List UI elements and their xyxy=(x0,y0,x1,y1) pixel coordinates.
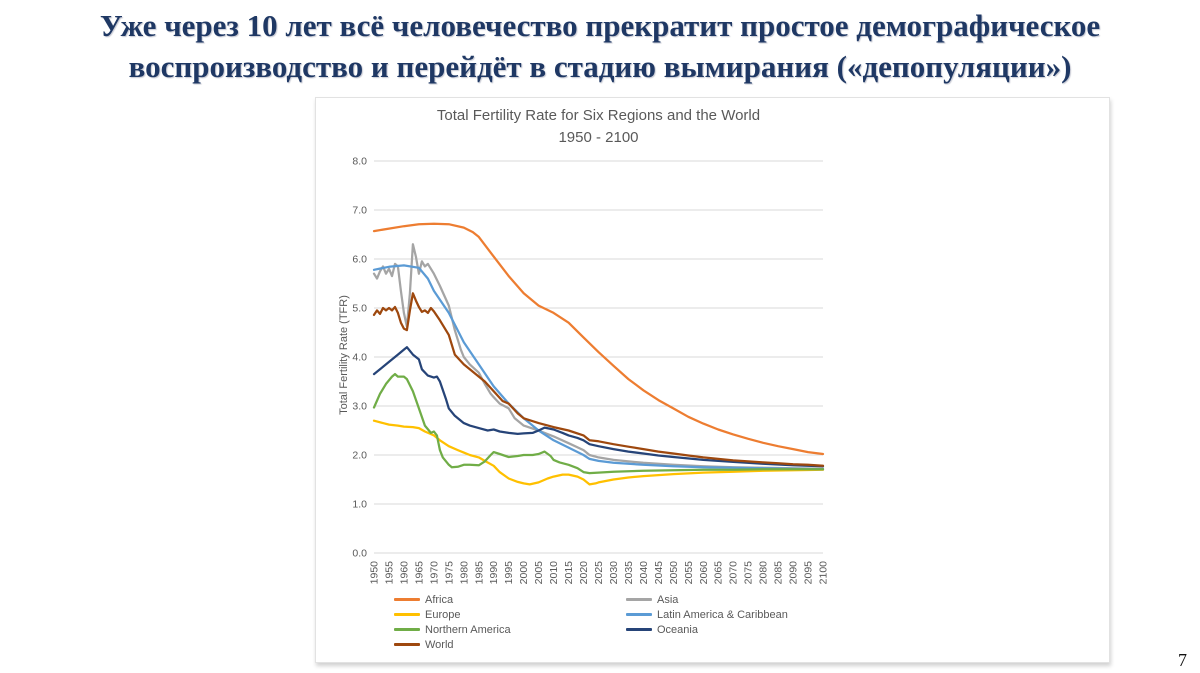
slide-title: Уже через 10 лет всё человечество прекра… xyxy=(0,5,1200,87)
y-axis-tick-label: 3.0 xyxy=(352,401,367,413)
x-axis-tick-label: 2020 xyxy=(578,561,590,585)
legend-item-latin-america-caribbean: Latin America & Caribbean xyxy=(626,607,788,622)
x-axis-tick-label: 2000 xyxy=(518,561,530,585)
fertility-chart: Total Fertility Rate for Six Regions and… xyxy=(315,97,1110,663)
x-axis-tick-label: 1960 xyxy=(398,561,410,585)
legend-label-asia: Asia xyxy=(657,593,679,606)
x-axis-tick-label: 2100 xyxy=(818,561,830,585)
x-axis-tick-label: 2080 xyxy=(758,561,770,585)
y-axis-tick-label: 4.0 xyxy=(352,352,367,364)
legend-item-africa: Africa xyxy=(394,592,626,607)
y-axis-tick-label: 7.0 xyxy=(352,205,367,217)
legend-label-world: World xyxy=(425,638,454,651)
x-axis-tick-label: 1995 xyxy=(503,561,515,585)
legend-swatch-latin-america-caribbean xyxy=(626,613,652,616)
legend-label-oceania: Oceania xyxy=(657,623,698,636)
x-axis-tick-label: 2095 xyxy=(803,561,815,585)
series-line-northern-america xyxy=(372,372,825,475)
y-axis-tick-label: 8.0 xyxy=(352,156,367,168)
series-line-oceania xyxy=(372,346,825,468)
slide-title-line-2: воспроизводство и перейдёт в стадию выми… xyxy=(128,49,1072,84)
series-line-world xyxy=(372,292,825,467)
legend-label-africa: Africa xyxy=(425,593,454,606)
legend-item-asia: Asia xyxy=(626,592,788,607)
legend-swatch-oceania xyxy=(626,628,652,631)
x-axis-tick-label: 1970 xyxy=(428,561,440,585)
chart-legend: Africa Asia Europe Latin America & Caribbea… xyxy=(394,592,788,652)
x-axis-tick-label: 2085 xyxy=(773,561,785,585)
y-axis-tick-label: 2.0 xyxy=(352,450,367,462)
chart-subtitle: 1950 - 2100 xyxy=(558,129,639,146)
slide-title-line-1: Уже через 10 лет всё человечество прекра… xyxy=(99,8,1101,43)
x-axis-tick-label: 1965 xyxy=(413,561,425,585)
x-axis-tick-label: 2055 xyxy=(683,561,695,585)
y-axis-tick-label: 6.0 xyxy=(352,254,367,266)
x-axis-tick-label: 2040 xyxy=(638,561,650,585)
x-axis-tick-label: 1990 xyxy=(488,561,500,585)
legend-item-europe: Europe xyxy=(394,607,626,622)
x-axis-tick-label: 2005 xyxy=(533,561,545,585)
legend-swatch-northern-america xyxy=(394,628,420,631)
legend-swatch-africa xyxy=(394,598,420,601)
legend-item-oceania: Oceania xyxy=(626,622,788,637)
x-axis-tick-label: 2070 xyxy=(728,561,740,585)
y-axis-tick-label: 5.0 xyxy=(352,303,367,315)
x-axis-tick-label: 1975 xyxy=(443,561,455,585)
page-number: 7 xyxy=(1178,650,1187,670)
y-axis-tick-label: 1.0 xyxy=(352,499,367,511)
legend-swatch-europe xyxy=(394,613,420,616)
x-axis-tick-label: 2035 xyxy=(623,561,635,585)
x-axis-tick-label: 2010 xyxy=(548,561,560,585)
series-line-africa xyxy=(372,222,825,456)
legend-item-world: World xyxy=(394,637,626,652)
legend-label-europe: Europe xyxy=(425,608,461,621)
x-axis-tick-label: 2030 xyxy=(608,561,620,585)
x-axis-tick-label: 2090 xyxy=(788,561,800,585)
legend-swatch-asia xyxy=(626,598,652,601)
x-axis-tick-label: 2060 xyxy=(698,561,710,585)
chart-title: Total Fertility Rate for Six Regions and… xyxy=(436,107,761,124)
legend-label-latin-america-caribbean: Latin America & Caribbean xyxy=(657,608,788,621)
series-line-europe xyxy=(372,419,825,486)
x-axis-tick-label: 2045 xyxy=(653,561,665,585)
chart-title-block: Total Fertility Rate for Six Regions and… xyxy=(374,105,823,149)
x-axis-tick-label: 2050 xyxy=(668,561,680,585)
series-line-latin-america-caribbean xyxy=(372,264,825,471)
legend-item-northern-america: Northern America xyxy=(394,622,626,637)
x-axis-tick-label: 1955 xyxy=(383,561,395,585)
y-axis-tick-label: 0.0 xyxy=(352,548,367,560)
x-axis-tick-label: 2075 xyxy=(743,561,755,585)
x-axis-tick-label: 2025 xyxy=(593,561,605,585)
legend-swatch-world xyxy=(394,643,420,646)
x-axis-tick-label: 1985 xyxy=(473,561,485,585)
x-axis-tick-label: 1980 xyxy=(458,561,470,585)
x-axis-tick-label: 2015 xyxy=(563,561,575,585)
x-axis-tick-label: 1950 xyxy=(369,561,381,585)
x-axis-tick-label: 2065 xyxy=(713,561,725,585)
legend-label-northern-america: Northern America xyxy=(425,623,511,636)
